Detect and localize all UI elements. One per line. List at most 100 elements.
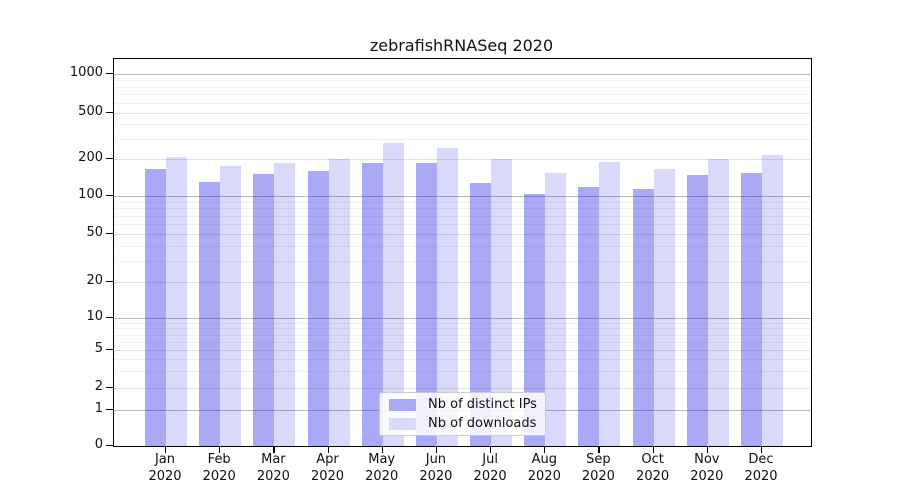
- y-tick-mark-20: [106, 281, 113, 283]
- x-tick-label-mar: Mar 2020: [256, 452, 290, 484]
- bar-downloads-jan: [166, 156, 187, 446]
- gridline-5: [114, 350, 811, 351]
- chart-plot-area: [113, 58, 812, 447]
- legend-swatch-distinct-ips: [389, 398, 416, 411]
- bar-downloads-may: [382, 143, 404, 446]
- gridline-20: [114, 282, 811, 283]
- bar-downloads-mar: [274, 162, 296, 446]
- gridline-200: [114, 159, 811, 160]
- bar-distinct-ips-jun: [415, 163, 437, 446]
- gridline-6: [114, 341, 811, 343]
- bar-downloads-aug: [545, 172, 567, 446]
- x-tick-mark-jul: [490, 446, 492, 453]
- bar-downloads-oct: [653, 168, 675, 446]
- bar-distinct-ips-aug: [524, 193, 546, 446]
- bar-distinct-ips-sep: [578, 186, 600, 446]
- y-tick-label-1000: 1000: [69, 65, 103, 80]
- legend-item-distinct-ips: Nb of distinct IPs: [389, 397, 537, 413]
- bar-distinct-ips-oct: [632, 188, 654, 446]
- bar-downloads-dec: [762, 155, 783, 446]
- y-tick-mark-2: [106, 387, 113, 389]
- legend-label-downloads: Nb of downloads: [428, 416, 537, 431]
- gridline-8: [114, 328, 811, 330]
- y-tick-label-200: 200: [78, 150, 103, 165]
- bar-distinct-ips-may: [361, 162, 383, 446]
- x-tick-mark-aug: [544, 446, 546, 453]
- legend-item-downloads: Nb of downloads: [389, 416, 536, 432]
- bar-distinct-ips-jul: [470, 182, 492, 446]
- x-tick-mark-jan: [165, 446, 167, 453]
- gridline-1000: [114, 74, 811, 75]
- gridline-400: [114, 124, 811, 126]
- y-tick-label-5: 5: [94, 341, 103, 356]
- x-tick-label-nov: Nov 2020: [690, 452, 724, 484]
- y-tick-label-500: 500: [78, 104, 103, 119]
- y-tick-mark-0: [106, 445, 113, 447]
- y-tick-mark-10: [106, 317, 113, 319]
- x-tick-label-jan: Jan 2020: [148, 452, 182, 484]
- y-tick-label-50: 50: [86, 225, 103, 240]
- bar-distinct-ips-feb: [199, 181, 221, 446]
- x-tick-mark-dec: [761, 446, 763, 453]
- gridline-90: [114, 201, 811, 203]
- legend: Nb of distinct IPs Nb of downloads: [379, 392, 546, 436]
- gridline-50: [114, 234, 811, 235]
- bar-distinct-ips-jan: [145, 168, 166, 446]
- gridline-4: [114, 359, 811, 361]
- y-tick-mark-1000: [106, 73, 113, 75]
- gridline-80: [114, 208, 811, 210]
- x-tick-label-may: May 2020: [365, 452, 399, 484]
- x-tick-mark-oct: [652, 446, 654, 453]
- gridline-10: [114, 318, 811, 319]
- gridline-30: [114, 260, 811, 262]
- bar-downloads-apr: [328, 159, 350, 446]
- x-tick-mark-sep: [598, 446, 600, 453]
- gridline-800: [114, 86, 811, 88]
- y-tick-mark-50: [106, 233, 113, 235]
- gridline-2: [114, 388, 811, 389]
- x-tick-mark-nov: [706, 446, 708, 453]
- y-tick-mark-1: [106, 409, 113, 411]
- gridline-500: [114, 113, 811, 114]
- x-tick-mark-jun: [435, 446, 438, 453]
- x-tick-label-jul: Jul 2020: [473, 452, 507, 484]
- gridline-3: [114, 371, 811, 373]
- bar-distinct-ips-nov: [686, 175, 708, 446]
- x-tick-mark-feb: [219, 446, 221, 453]
- gridline-100: [114, 196, 811, 197]
- x-tick-label-dec: Dec 2020: [744, 452, 778, 484]
- x-tick-mark-may: [381, 446, 383, 453]
- bar-downloads-jun: [436, 147, 458, 446]
- bar-distinct-ips-dec: [741, 172, 762, 446]
- y-tick-label-10: 10: [86, 309, 103, 324]
- bar-downloads-feb: [220, 166, 242, 446]
- y-tick-label-0: 0: [94, 437, 103, 452]
- gridline-600: [114, 102, 811, 104]
- x-tick-label-aug: Aug 2020: [527, 452, 561, 484]
- y-tick-label-2: 2: [94, 379, 103, 394]
- bar-distinct-ips-apr: [307, 170, 329, 446]
- gridline-900: [114, 79, 811, 81]
- x-tick-label-feb: Feb 2020: [202, 452, 236, 484]
- y-tick-mark-5: [106, 349, 113, 351]
- chart-title: zebrafishRNASeq 2020: [369, 36, 554, 55]
- x-tick-mark-mar: [273, 446, 275, 453]
- bar-downloads-sep: [599, 161, 621, 446]
- y-tick-label-20: 20: [86, 273, 103, 288]
- x-tick-label-oct: Oct 2020: [636, 452, 670, 484]
- gridline-300: [114, 138, 811, 140]
- gridline-7: [114, 334, 811, 336]
- gridline-40: [114, 245, 811, 247]
- x-tick-label-sep: Sep 2020: [581, 452, 615, 484]
- x-tick-label-apr: Apr 2020: [310, 452, 345, 484]
- gridline-9: [114, 322, 811, 324]
- x-tick-mark-apr: [327, 446, 329, 453]
- legend-label-distinct-ips: Nb of distinct IPs: [428, 397, 537, 412]
- y-tick-label-1: 1: [94, 401, 103, 416]
- gridline-60: [114, 224, 811, 225]
- legend-swatch-downloads: [389, 417, 416, 430]
- y-tick-label-100: 100: [78, 187, 103, 202]
- gridline-70: [114, 215, 811, 217]
- y-tick-mark-500: [106, 112, 113, 114]
